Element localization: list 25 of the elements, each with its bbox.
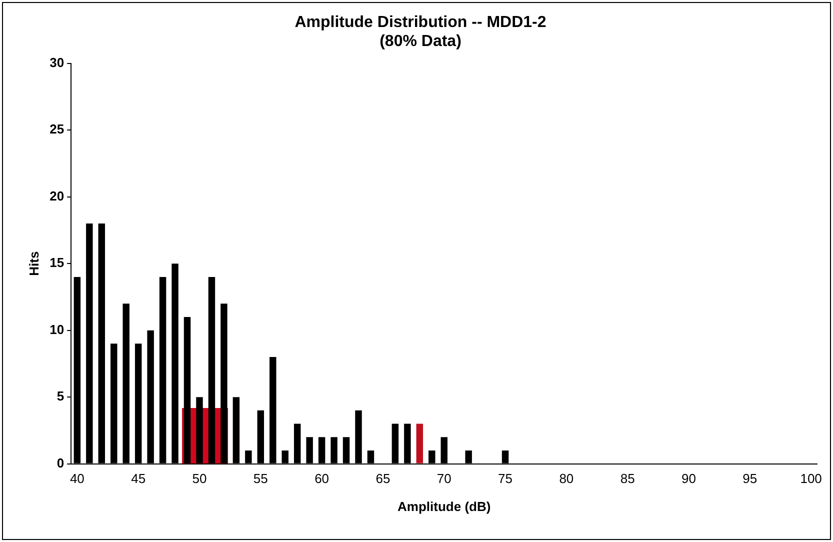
x-tick-label: 85 <box>620 471 635 486</box>
y-tick-label: 20 <box>50 188 64 204</box>
x-tick-label: 40 <box>70 471 84 486</box>
y-tick-label: 10 <box>50 322 64 337</box>
y-tick-label: 0 <box>56 455 64 470</box>
x-tick-label: 100 <box>800 471 822 486</box>
chart-subtitle: (80% Data) <box>380 33 462 50</box>
x-tick-label: 75 <box>498 471 513 486</box>
x-tick-label: 50 <box>192 471 207 486</box>
bar <box>416 424 424 464</box>
chart-title: Amplitude Distribution -- MDD1-2 <box>294 14 546 32</box>
y-tick-label: 25 <box>50 122 64 137</box>
x-tick-label: 60 <box>314 471 330 486</box>
x-tick-label: 80 <box>559 471 574 486</box>
x-tick-label: 70 <box>436 471 452 486</box>
y-tick-label: 15 <box>50 255 64 270</box>
y-tick-label: 30 <box>50 54 64 70</box>
y-axis-title: Hits <box>26 251 42 276</box>
x-tick-label: 45 <box>131 471 146 486</box>
x-tick-label: 90 <box>682 471 696 486</box>
x-tick-label: 55 <box>253 471 268 486</box>
x-tick-label: 65 <box>376 471 390 486</box>
x-axis-title: Amplitude (dB) <box>398 498 491 514</box>
x-tick-label: 95 <box>742 471 758 486</box>
y-tick-label: 5 <box>56 388 64 404</box>
